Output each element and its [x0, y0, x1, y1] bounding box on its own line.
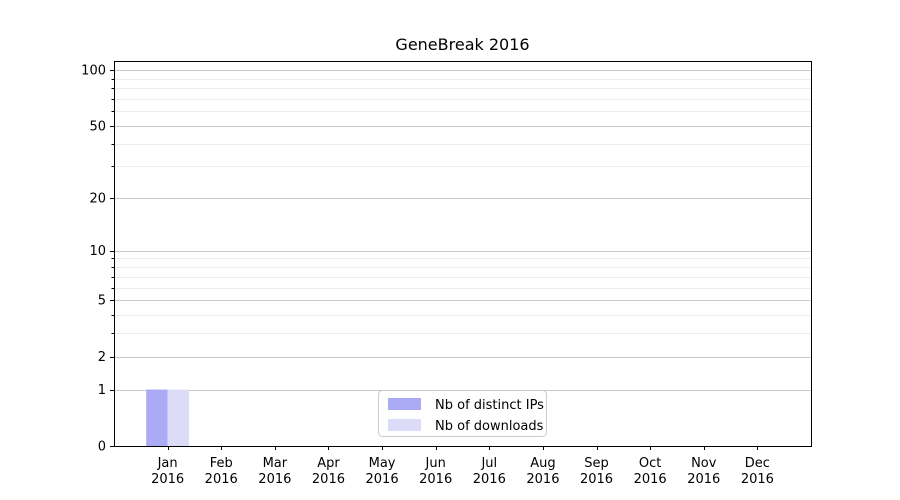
- legend-swatch: [388, 419, 421, 431]
- y-tick-label: 50: [89, 119, 106, 134]
- y-tick-label: 0: [98, 440, 106, 455]
- plot-border: [114, 61, 812, 447]
- x-tick-label: Jul 2016: [473, 456, 506, 487]
- y-tick-label: 100: [81, 64, 106, 79]
- y-tick-label: 5: [98, 294, 106, 309]
- x-tick-label: Sep 2016: [580, 456, 613, 487]
- bar-nb-of-distinct-ips: [146, 389, 168, 446]
- legend-label: Nb of downloads: [435, 419, 544, 434]
- x-tick-label: Jan 2016: [151, 456, 184, 487]
- x-tick-label: May 2016: [366, 456, 399, 487]
- bar-nb-of-downloads: [167, 389, 190, 446]
- x-tick-label: Jun 2016: [419, 456, 452, 487]
- legend-swatch: [388, 398, 421, 410]
- x-tick-label: Nov 2016: [687, 456, 720, 487]
- y-tick-label: 10: [89, 244, 106, 259]
- x-tick-label: Feb 2016: [205, 456, 238, 487]
- x-tick-label: Dec 2016: [741, 456, 774, 487]
- y-tick-label: 2: [98, 350, 106, 365]
- x-tick-label: Aug 2016: [526, 456, 559, 487]
- x-tick-label: Apr 2016: [312, 456, 345, 487]
- y-tick-label: 1: [98, 383, 106, 398]
- legend-label: Nb of distinct IPs: [435, 398, 544, 413]
- chart-title: GeneBreak 2016: [395, 35, 530, 54]
- x-tick-label: Mar 2016: [258, 456, 291, 487]
- x-tick-label: Oct 2016: [634, 456, 667, 487]
- y-tick-label: 20: [89, 192, 106, 207]
